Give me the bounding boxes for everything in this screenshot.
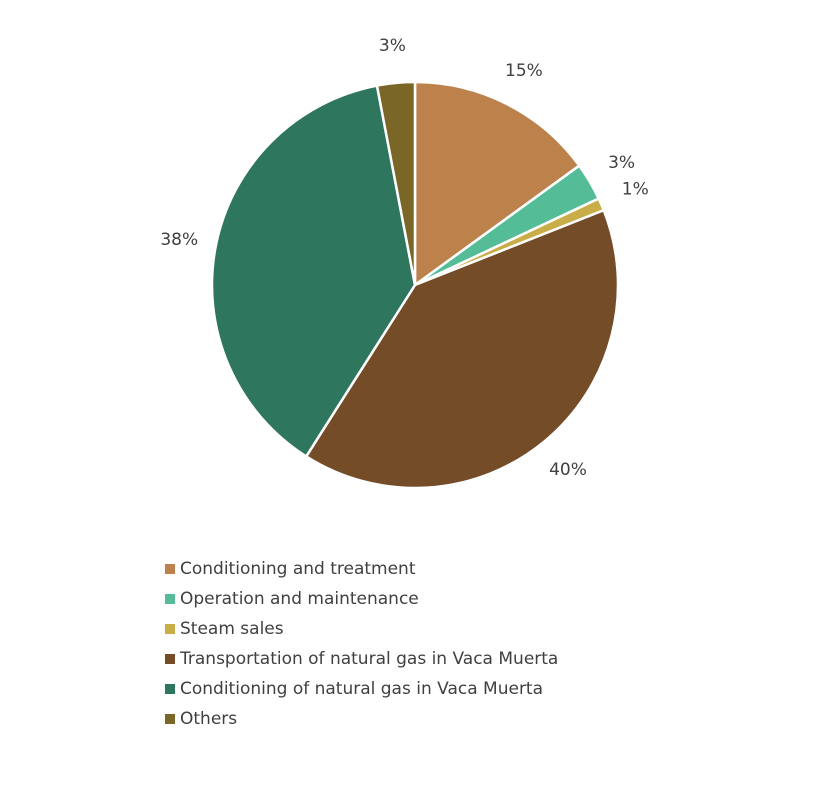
data-label: 40% (549, 460, 587, 480)
pie-slice (304, 208, 620, 490)
legend-swatch (165, 714, 175, 724)
data-label: 38% (160, 230, 198, 250)
legend-label: Others (180, 709, 237, 729)
pie-slice (210, 84, 417, 459)
data-label: 3% (608, 153, 635, 173)
data-label: 1% (622, 180, 649, 200)
pie-slice (413, 80, 581, 288)
legend-swatch (165, 684, 175, 694)
legend-swatch (165, 654, 175, 664)
data-label: 3% (379, 36, 406, 56)
legend-label: Conditioning and treatment (180, 559, 416, 579)
legend-label: Conditioning of natural gas in Vaca Muer… (180, 679, 543, 699)
legend-swatch (165, 564, 175, 574)
legend-swatch (165, 624, 175, 634)
legend-label: Steam sales (180, 619, 284, 639)
data-label: 15% (505, 61, 543, 81)
legend-label: Transportation of natural gas in Vaca Mu… (179, 649, 558, 669)
legend-label: Operation and maintenance (180, 589, 419, 609)
legend-swatch (165, 594, 175, 604)
pie-slice (375, 80, 417, 286)
